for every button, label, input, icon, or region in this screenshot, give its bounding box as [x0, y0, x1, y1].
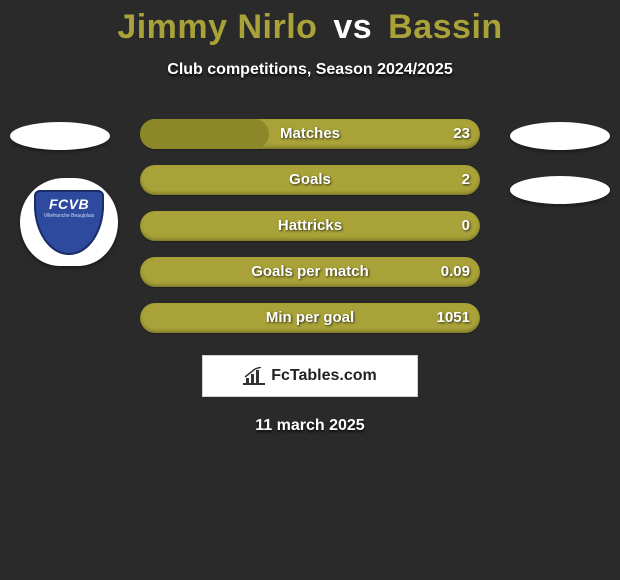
stat-value: 23	[410, 119, 470, 149]
stat-value: 0	[410, 211, 470, 241]
date-text: 11 march 2025	[0, 417, 620, 435]
stat-value: 0.09	[410, 257, 470, 287]
player2-name: Bassin	[388, 8, 503, 46]
branding-box[interactable]: FcTables.com	[202, 355, 418, 397]
stat-row: Goals per match0.09	[0, 257, 620, 287]
stats-area: Matches23 Goals2 Hattricks0 Goals per match…	[0, 119, 620, 333]
stat-row: Matches23	[0, 119, 620, 149]
stat-value: 2	[410, 165, 470, 195]
stat-row: Goals2	[0, 165, 620, 195]
stat-row: Hattricks0	[0, 211, 620, 241]
stat-row: Min per goal1051	[0, 303, 620, 333]
vs-text: vs	[333, 8, 372, 46]
stat-value: 1051	[410, 303, 470, 333]
player1-name: Jimmy Nirlo	[117, 8, 317, 46]
subtitle: Club competitions, Season 2024/2025	[0, 61, 620, 79]
chart-icon	[243, 367, 265, 385]
branding-text: FcTables.com	[271, 367, 377, 385]
comparison-title: Jimmy Nirlo vs Bassin	[0, 0, 620, 47]
